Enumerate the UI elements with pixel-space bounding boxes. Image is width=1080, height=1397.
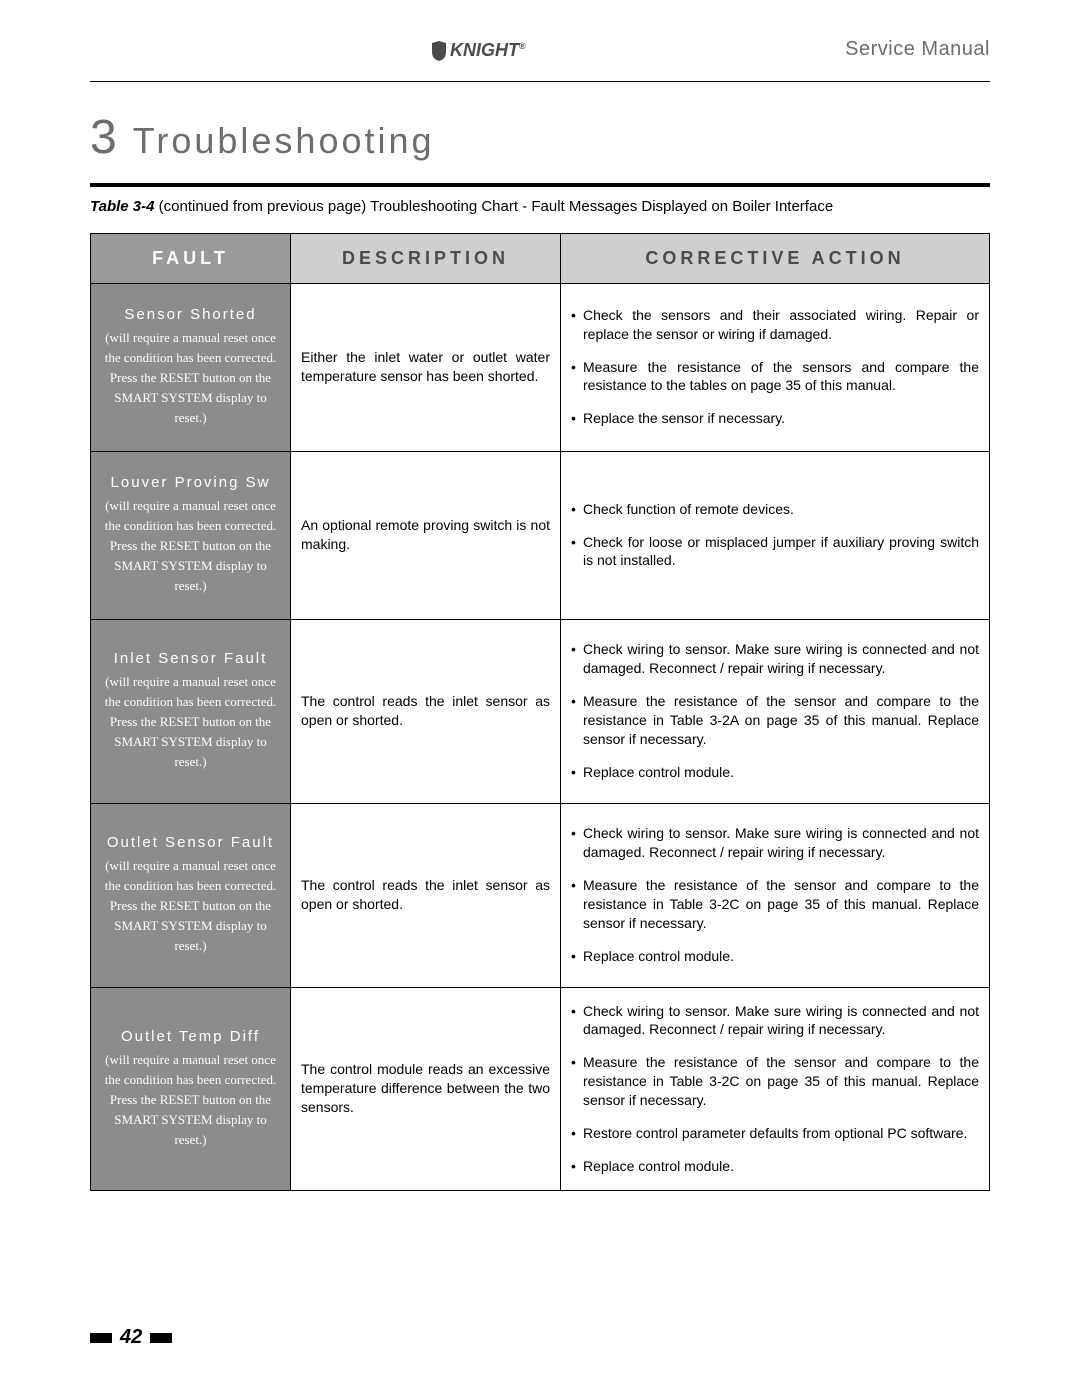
- description-cell: An optional remote proving switch is not…: [291, 451, 561, 619]
- action-item: Measure the resistance of the sensor and…: [571, 1053, 979, 1110]
- col-header-action: CORRECTIVE ACTION: [561, 233, 990, 283]
- section-title: 3 Troubleshooting: [90, 110, 990, 165]
- header-rule: [90, 81, 990, 82]
- fault-name: Outlet Temp Diff: [101, 1027, 280, 1047]
- action-item: Measure the resistance of the sensors an…: [571, 358, 979, 396]
- action-item: Replace control module.: [571, 947, 979, 966]
- fault-name: Inlet Sensor Fault: [101, 649, 280, 669]
- fault-cell: Louver Proving Sw (will require a manual …: [91, 451, 291, 619]
- section-name: Troubleshooting: [133, 120, 435, 161]
- table-row: Inlet Sensor Fault (will require a manual…: [91, 619, 990, 803]
- action-item: Replace control module.: [571, 763, 979, 782]
- page: KNIGHT Service Manual 3 Troubleshooting T…: [0, 0, 1080, 1397]
- header: KNIGHT Service Manual: [90, 38, 990, 61]
- fault-reset-note: (will require a manual reset once the co…: [105, 498, 276, 593]
- fault-cell: Inlet Sensor Fault (will require a manual…: [91, 619, 291, 803]
- fault-reset-note: (will require a manual reset once the co…: [105, 674, 276, 769]
- action-item: Replace control module.: [571, 1157, 979, 1176]
- caption-text: (continued from previous page) Troublesh…: [159, 198, 834, 215]
- action-item: Check wiring to sensor. Make sure wiring…: [571, 1002, 979, 1040]
- doc-type: Service Manual: [845, 38, 990, 61]
- fault-name: Sensor Shorted: [101, 305, 280, 325]
- table-row: Outlet Temp Diff (will require a manual r…: [91, 987, 990, 1190]
- action-list: Check wiring to sensor. Make sure wiring…: [571, 640, 979, 781]
- description-cell: The control reads the inlet sensor as op…: [291, 619, 561, 803]
- action-item: Check the sensors and their associated w…: [571, 306, 979, 344]
- col-header-description: DESCRIPTION: [291, 233, 561, 283]
- action-item: Measure the resistance of the sensor and…: [571, 876, 979, 933]
- description-cell: Either the inlet water or outlet water t…: [291, 283, 561, 451]
- action-item: Measure the resistance of the sensor and…: [571, 692, 979, 749]
- action-item: Replace the sensor if necessary.: [571, 409, 979, 428]
- table-row: Louver Proving Sw (will require a manual …: [91, 451, 990, 619]
- description-cell: The control reads the inlet sensor as op…: [291, 803, 561, 987]
- table-label: Table 3-4: [90, 198, 154, 215]
- fault-cell: Sensor Shorted (will require a manual res…: [91, 283, 291, 451]
- fault-cell: Outlet Sensor Fault (will require a manua…: [91, 803, 291, 987]
- footer-bar-icon: [90, 1333, 112, 1343]
- fault-name: Outlet Sensor Fault: [101, 833, 280, 853]
- action-list: Check wiring to sensor. Make sure wiring…: [571, 1002, 979, 1176]
- table-caption: Table 3-4 (continued from previous page)…: [90, 197, 990, 217]
- description-cell: The control module reads an excessive te…: [291, 987, 561, 1190]
- fault-reset-note: (will require a manual reset once the co…: [105, 858, 276, 953]
- action-list: Check function of remote devices. Check f…: [571, 500, 979, 571]
- brand-logo: KNIGHT: [430, 40, 526, 61]
- table-row: Outlet Sensor Fault (will require a manua…: [91, 803, 990, 987]
- action-item: Restore control parameter defaults from …: [571, 1124, 979, 1143]
- page-footer: 42: [90, 1326, 172, 1349]
- action-list: Check wiring to sensor. Make sure wiring…: [571, 824, 979, 965]
- troubleshooting-table: FAULT DESCRIPTION CORRECTIVE ACTION Sens…: [90, 233, 990, 1191]
- logo-text: KNIGHT: [450, 40, 526, 61]
- page-number: 42: [120, 1326, 142, 1349]
- corrective-action-cell: Check wiring to sensor. Make sure wiring…: [561, 619, 990, 803]
- action-item: Check for loose or misplaced jumper if a…: [571, 533, 979, 571]
- col-header-fault: FAULT: [91, 233, 291, 283]
- fault-reset-note: (will require a manual reset once the co…: [105, 1052, 276, 1147]
- action-item: Check function of remote devices.: [571, 500, 979, 519]
- table-row: Sensor Shorted (will require a manual res…: [91, 283, 990, 451]
- knight-shield-icon: [430, 41, 448, 61]
- corrective-action-cell: Check wiring to sensor. Make sure wiring…: [561, 803, 990, 987]
- action-item: Check wiring to sensor. Make sure wiring…: [571, 824, 979, 862]
- corrective-action-cell: Check the sensors and their associated w…: [561, 283, 990, 451]
- table-header-row: FAULT DESCRIPTION CORRECTIVE ACTION: [91, 233, 990, 283]
- footer-bar-icon: [150, 1333, 172, 1343]
- fault-name: Louver Proving Sw: [101, 473, 280, 493]
- fault-cell: Outlet Temp Diff (will require a manual r…: [91, 987, 291, 1190]
- section-number: 3: [90, 111, 117, 164]
- action-list: Check the sensors and their associated w…: [571, 306, 979, 428]
- fault-reset-note: (will require a manual reset once the co…: [105, 330, 276, 425]
- action-item: Check wiring to sensor. Make sure wiring…: [571, 640, 979, 678]
- corrective-action-cell: Check wiring to sensor. Make sure wiring…: [561, 987, 990, 1190]
- section-rule: [90, 183, 990, 187]
- corrective-action-cell: Check function of remote devices. Check f…: [561, 451, 990, 619]
